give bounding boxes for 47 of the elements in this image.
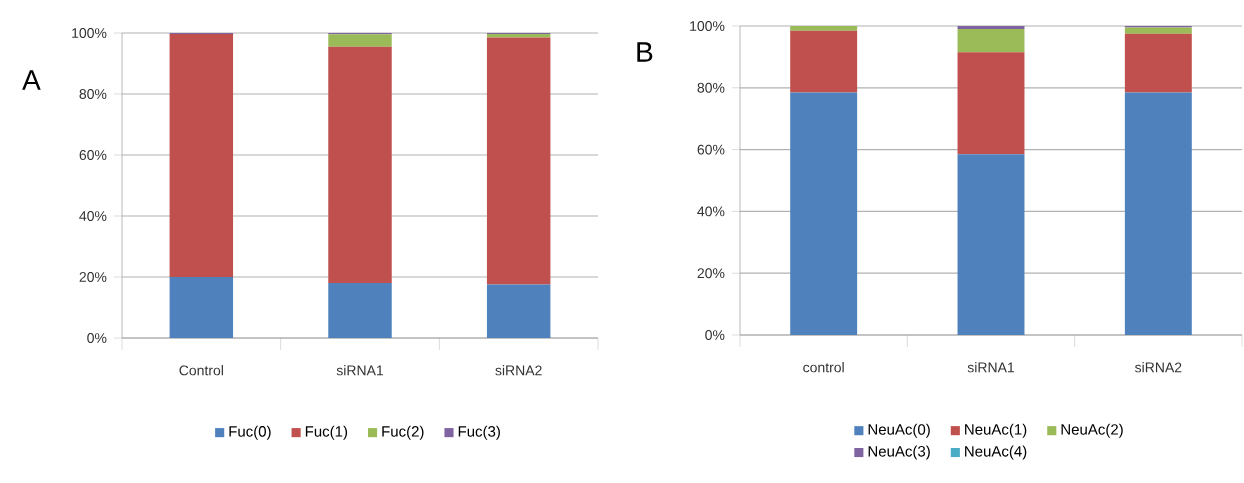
bar [790, 30, 858, 93]
bar [957, 26, 1025, 30]
y-tick-label: 20% [697, 268, 725, 279]
x-tick-label: siRNA1 [967, 362, 1015, 373]
legend-label: Fuc(2) [382, 425, 424, 440]
x-tick-label: siRNA2 [495, 365, 542, 376]
bar [1124, 27, 1192, 34]
legend-label: NeuAc(0) [868, 423, 930, 438]
legend-label: Fuc(0) [229, 425, 271, 440]
x-tick-label: Control [179, 365, 223, 376]
bar [486, 33, 551, 38]
chart-title: B [637, 42, 653, 62]
bar [957, 52, 1025, 155]
y-tick-label: 60% [79, 150, 107, 160]
y-tick-label: 100% [690, 21, 725, 31]
bar [790, 92, 858, 335]
x-tick-label: siRNA1 [336, 365, 384, 376]
y-tick-label: 60% [697, 144, 725, 155]
bar [486, 37, 551, 285]
bar [957, 154, 1025, 335]
bar [1124, 33, 1192, 93]
bar [957, 29, 1025, 53]
bar [1124, 92, 1192, 335]
bar [328, 46, 392, 284]
y-tick-label: 20% [79, 272, 107, 282]
legend-label: Fuc(3) [458, 425, 500, 440]
y-tick-label: 0% [87, 333, 107, 343]
x-tick-label: siRNA2 [1134, 362, 1182, 373]
y-tick-label: 100% [72, 28, 107, 38]
legend-label: NeuAc(1) [965, 423, 1027, 438]
bar [169, 277, 234, 338]
legend-label: NeuAc(2) [1061, 423, 1123, 438]
legend-label: NeuAc(4) [965, 445, 1027, 460]
legend-label: Fuc(1) [305, 425, 348, 440]
legend-label: NeuAc(3) [868, 445, 930, 460]
y-tick-label: 80% [79, 89, 107, 99]
x-tick-label: control [803, 362, 844, 373]
text: A [22, 70, 41, 90]
y-tick-label: 0% [705, 330, 725, 340]
bar [169, 33, 234, 277]
bar [486, 284, 551, 338]
y-tick-label: 40% [697, 206, 725, 217]
y-tick-label: 80% [697, 82, 725, 93]
bar [328, 283, 392, 338]
bar [790, 26, 858, 31]
bar [328, 34, 392, 47]
y-tick-label: 40% [79, 211, 107, 221]
